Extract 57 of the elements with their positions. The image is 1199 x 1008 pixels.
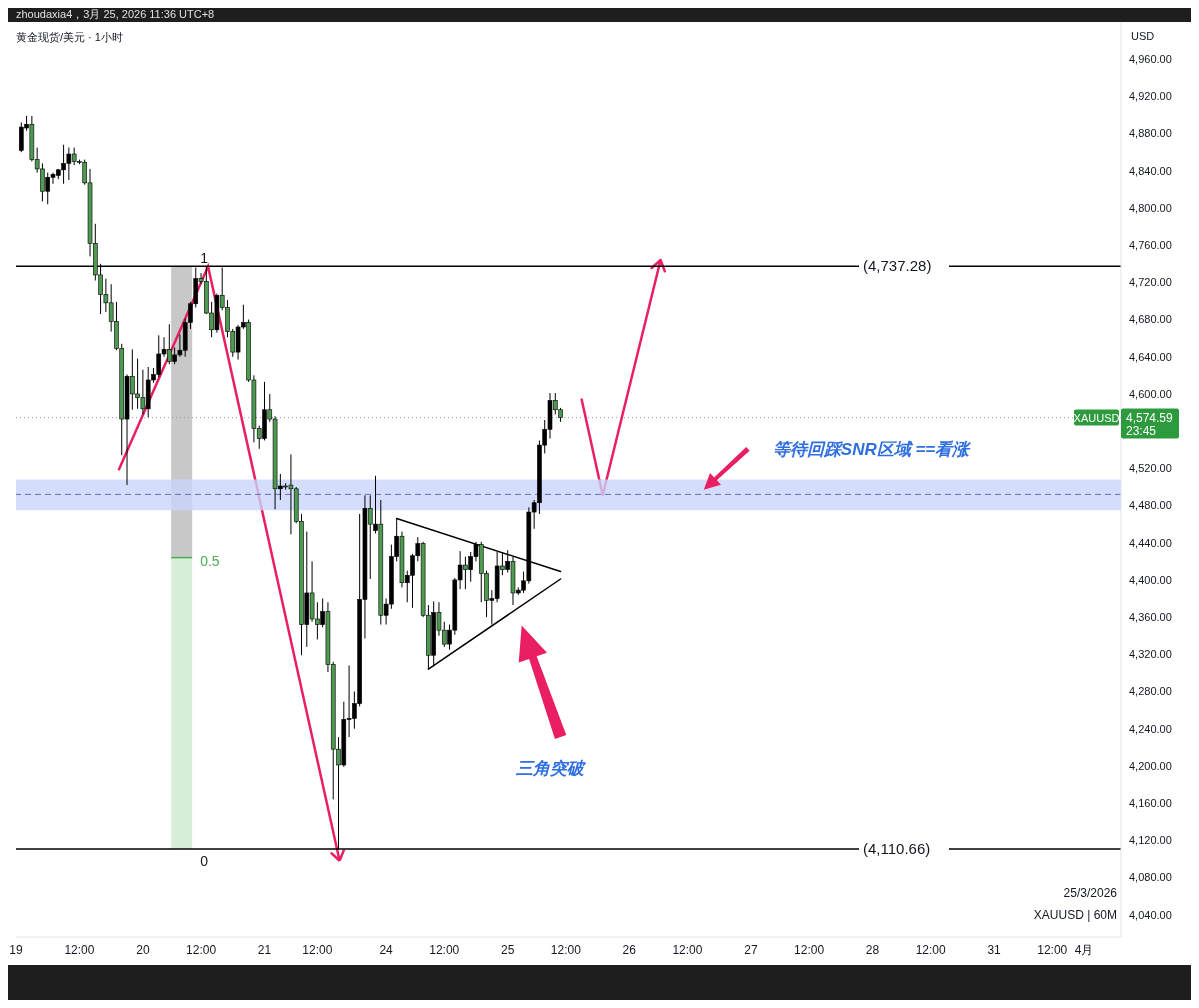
x-tick-label: 27 [744,942,758,957]
x-tick-label: 21 [257,942,272,957]
ref-line-label: (4,737.28) [863,257,932,275]
x-tick-label: 25 [501,942,515,957]
y-tick-label: 4,280.00 [1129,685,1172,698]
y-tick-label: 4,240.00 [1129,722,1172,735]
y-tick-label: 4,440.00 [1129,536,1172,549]
y-tick-label: 4,920.00 [1129,90,1172,103]
annotation: 1 [200,250,209,267]
y-tick-label: 4,320.00 [1129,648,1172,661]
ref-line-label: 4,574.59 [1126,410,1174,425]
annotation: 三角突破 [515,758,587,778]
y-tick-label: 4,120.00 [1129,834,1172,847]
x-tick-label: 20 [136,942,150,957]
x-tick-label: 28 [865,942,880,957]
y-tick-label: 4,680.00 [1129,313,1172,326]
y-tick-label: 4,520.00 [1129,462,1172,475]
x-tick-label: 31 [987,942,1002,957]
annotation: XAUUSD | 60M [1033,908,1117,922]
y-tick-label: 4,720.00 [1129,276,1172,289]
x-tick-label: 24 [379,942,394,957]
y-tick-label: 4,840.00 [1129,164,1172,177]
y-tick-label: 4,800.00 [1129,201,1172,214]
x-tick-label: 19 [9,942,23,957]
y-tick-label: 4,400.00 [1129,573,1172,586]
text: 黄金现货/美元 · 1小时 [16,30,123,45]
text: 23:45 [1126,423,1157,438]
y-tick-label: 4,600.00 [1129,387,1172,400]
x-tick-label: 12:00 [1037,942,1068,957]
y-tick-label: 4,200.00 [1129,759,1172,772]
x-tick-label: 12:00 [915,942,946,957]
annotation: 25/3/2026 [1063,886,1118,900]
y-tick-label: 4,360.00 [1129,611,1172,624]
y-tick-label: 4,040.00 [1129,908,1172,921]
chart-subtitle: zhoudaxia4，3月 25, 2026 11:36 UTC+8 [15,8,216,22]
y-axis-title: USD [1131,30,1155,42]
y-tick-label: 4,640.00 [1129,350,1172,363]
x-tick-label: 12:00 [302,942,333,957]
annotation: 0.5 [200,552,220,569]
x-tick-label: 12:00 [550,942,582,957]
x-tick-label: 12:00 [429,942,460,957]
ref-line-label: (4,110.66) [863,839,931,857]
y-tick-label: 4,760.00 [1129,239,1172,252]
y-tick-label: 4,880.00 [1129,127,1172,140]
annotation: 0 [200,852,209,869]
x-tick-label: 12:00 [186,942,217,957]
annotation: XAUUSD [1073,411,1120,424]
y-tick-label: 4,160.00 [1129,797,1172,809]
x-tick-label: 4月 [1074,942,1094,957]
y-tick-label: 4,480.00 [1129,499,1172,512]
x-tick-label: 12:00 [794,942,825,957]
x-tick-label: 12:00 [64,942,95,957]
x-tick-label: 12:00 [672,942,703,957]
y-tick-label: 4,080.00 [1129,871,1172,884]
x-tick-label: 26 [622,942,637,957]
y-tick-label: 4,960.00 [1129,53,1172,66]
annotation: 等待回踩SNR区域 ==看涨 [772,439,972,459]
